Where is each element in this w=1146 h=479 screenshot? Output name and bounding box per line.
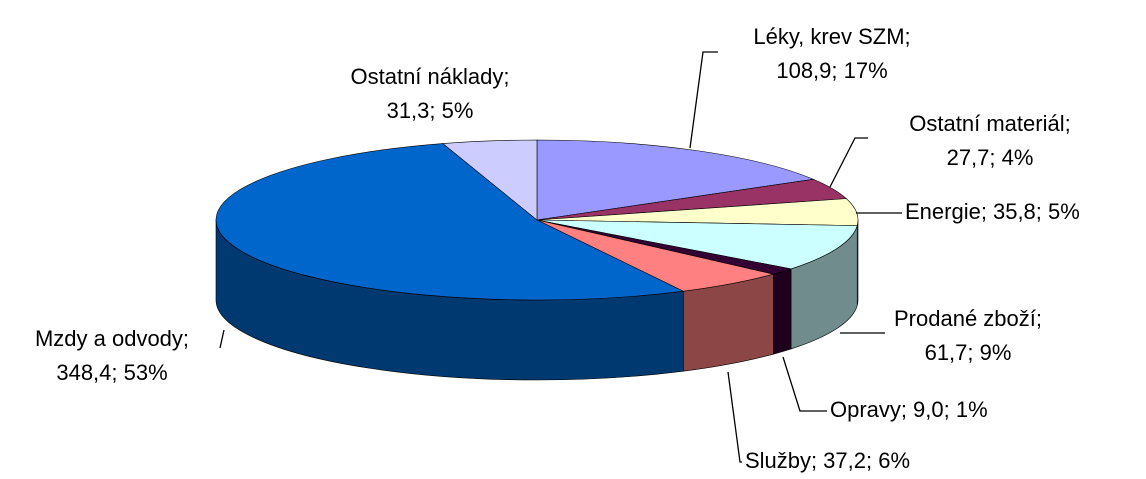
pie-sides bbox=[215, 219, 859, 381]
leader-line bbox=[782, 356, 827, 412]
label-separator: ; bbox=[1036, 306, 1042, 331]
data-label: Léky, krev SZM; 108,9; 17% bbox=[753, 24, 910, 83]
leader-line bbox=[219, 329, 225, 349]
slice bbox=[536, 219, 858, 270]
label-separator: ; bbox=[1065, 111, 1071, 136]
label-separator: ; bbox=[981, 199, 987, 224]
label-value: 9,0; 1% bbox=[913, 397, 988, 422]
leader-line bbox=[727, 371, 742, 463]
label-separator: ; bbox=[183, 326, 189, 351]
label-value: 27,7; 4% bbox=[947, 145, 1034, 170]
leader-line bbox=[689, 51, 718, 149]
label-name: Opravy bbox=[830, 397, 901, 422]
label-name: Prodané zboží bbox=[894, 306, 1036, 331]
label-name: Ostatní materiál bbox=[909, 111, 1064, 136]
slice bbox=[536, 139, 815, 221]
pie-tops bbox=[215, 139, 859, 301]
data-label: Prodané zboží; 61,7; 9% bbox=[894, 306, 1042, 365]
label-name: Služby bbox=[745, 448, 811, 473]
label-separator: ; bbox=[901, 397, 907, 422]
label-value: 108,9; 17% bbox=[776, 58, 887, 83]
data-label: Mzdy a odvody; 348,4; 53% bbox=[35, 326, 189, 385]
label-value: 37,2; 6% bbox=[823, 448, 910, 473]
label-name: Ostatní náklady bbox=[351, 64, 504, 89]
slice-side bbox=[772, 268, 792, 355]
label-separator: ; bbox=[503, 64, 509, 89]
data-label: Ostatní materiál; 27,7; 4% bbox=[909, 111, 1070, 170]
label-name: Energie bbox=[905, 199, 981, 224]
slice bbox=[441, 139, 538, 221]
data-label: Opravy; 9,0; 1% bbox=[830, 397, 988, 422]
leader-line bbox=[829, 137, 868, 188]
label-value: 31,3; 5% bbox=[387, 98, 474, 123]
label-value: 61,7; 9% bbox=[925, 340, 1012, 365]
data-label: Ostatní náklady; 31,3; 5% bbox=[351, 64, 510, 123]
label-value: 348,4; 53% bbox=[56, 360, 167, 385]
label-value: 35,8; 5% bbox=[993, 199, 1080, 224]
slice bbox=[215, 143, 685, 301]
label-name: Mzdy a odvody bbox=[35, 326, 183, 351]
label-separator: ; bbox=[905, 24, 911, 49]
data-label: Služby; 37,2; 6% bbox=[745, 448, 910, 473]
data-label: Energie; 35,8; 5% bbox=[905, 199, 1080, 224]
label-separator: ; bbox=[811, 448, 817, 473]
label-name: Léky, krev SZM bbox=[753, 24, 904, 49]
